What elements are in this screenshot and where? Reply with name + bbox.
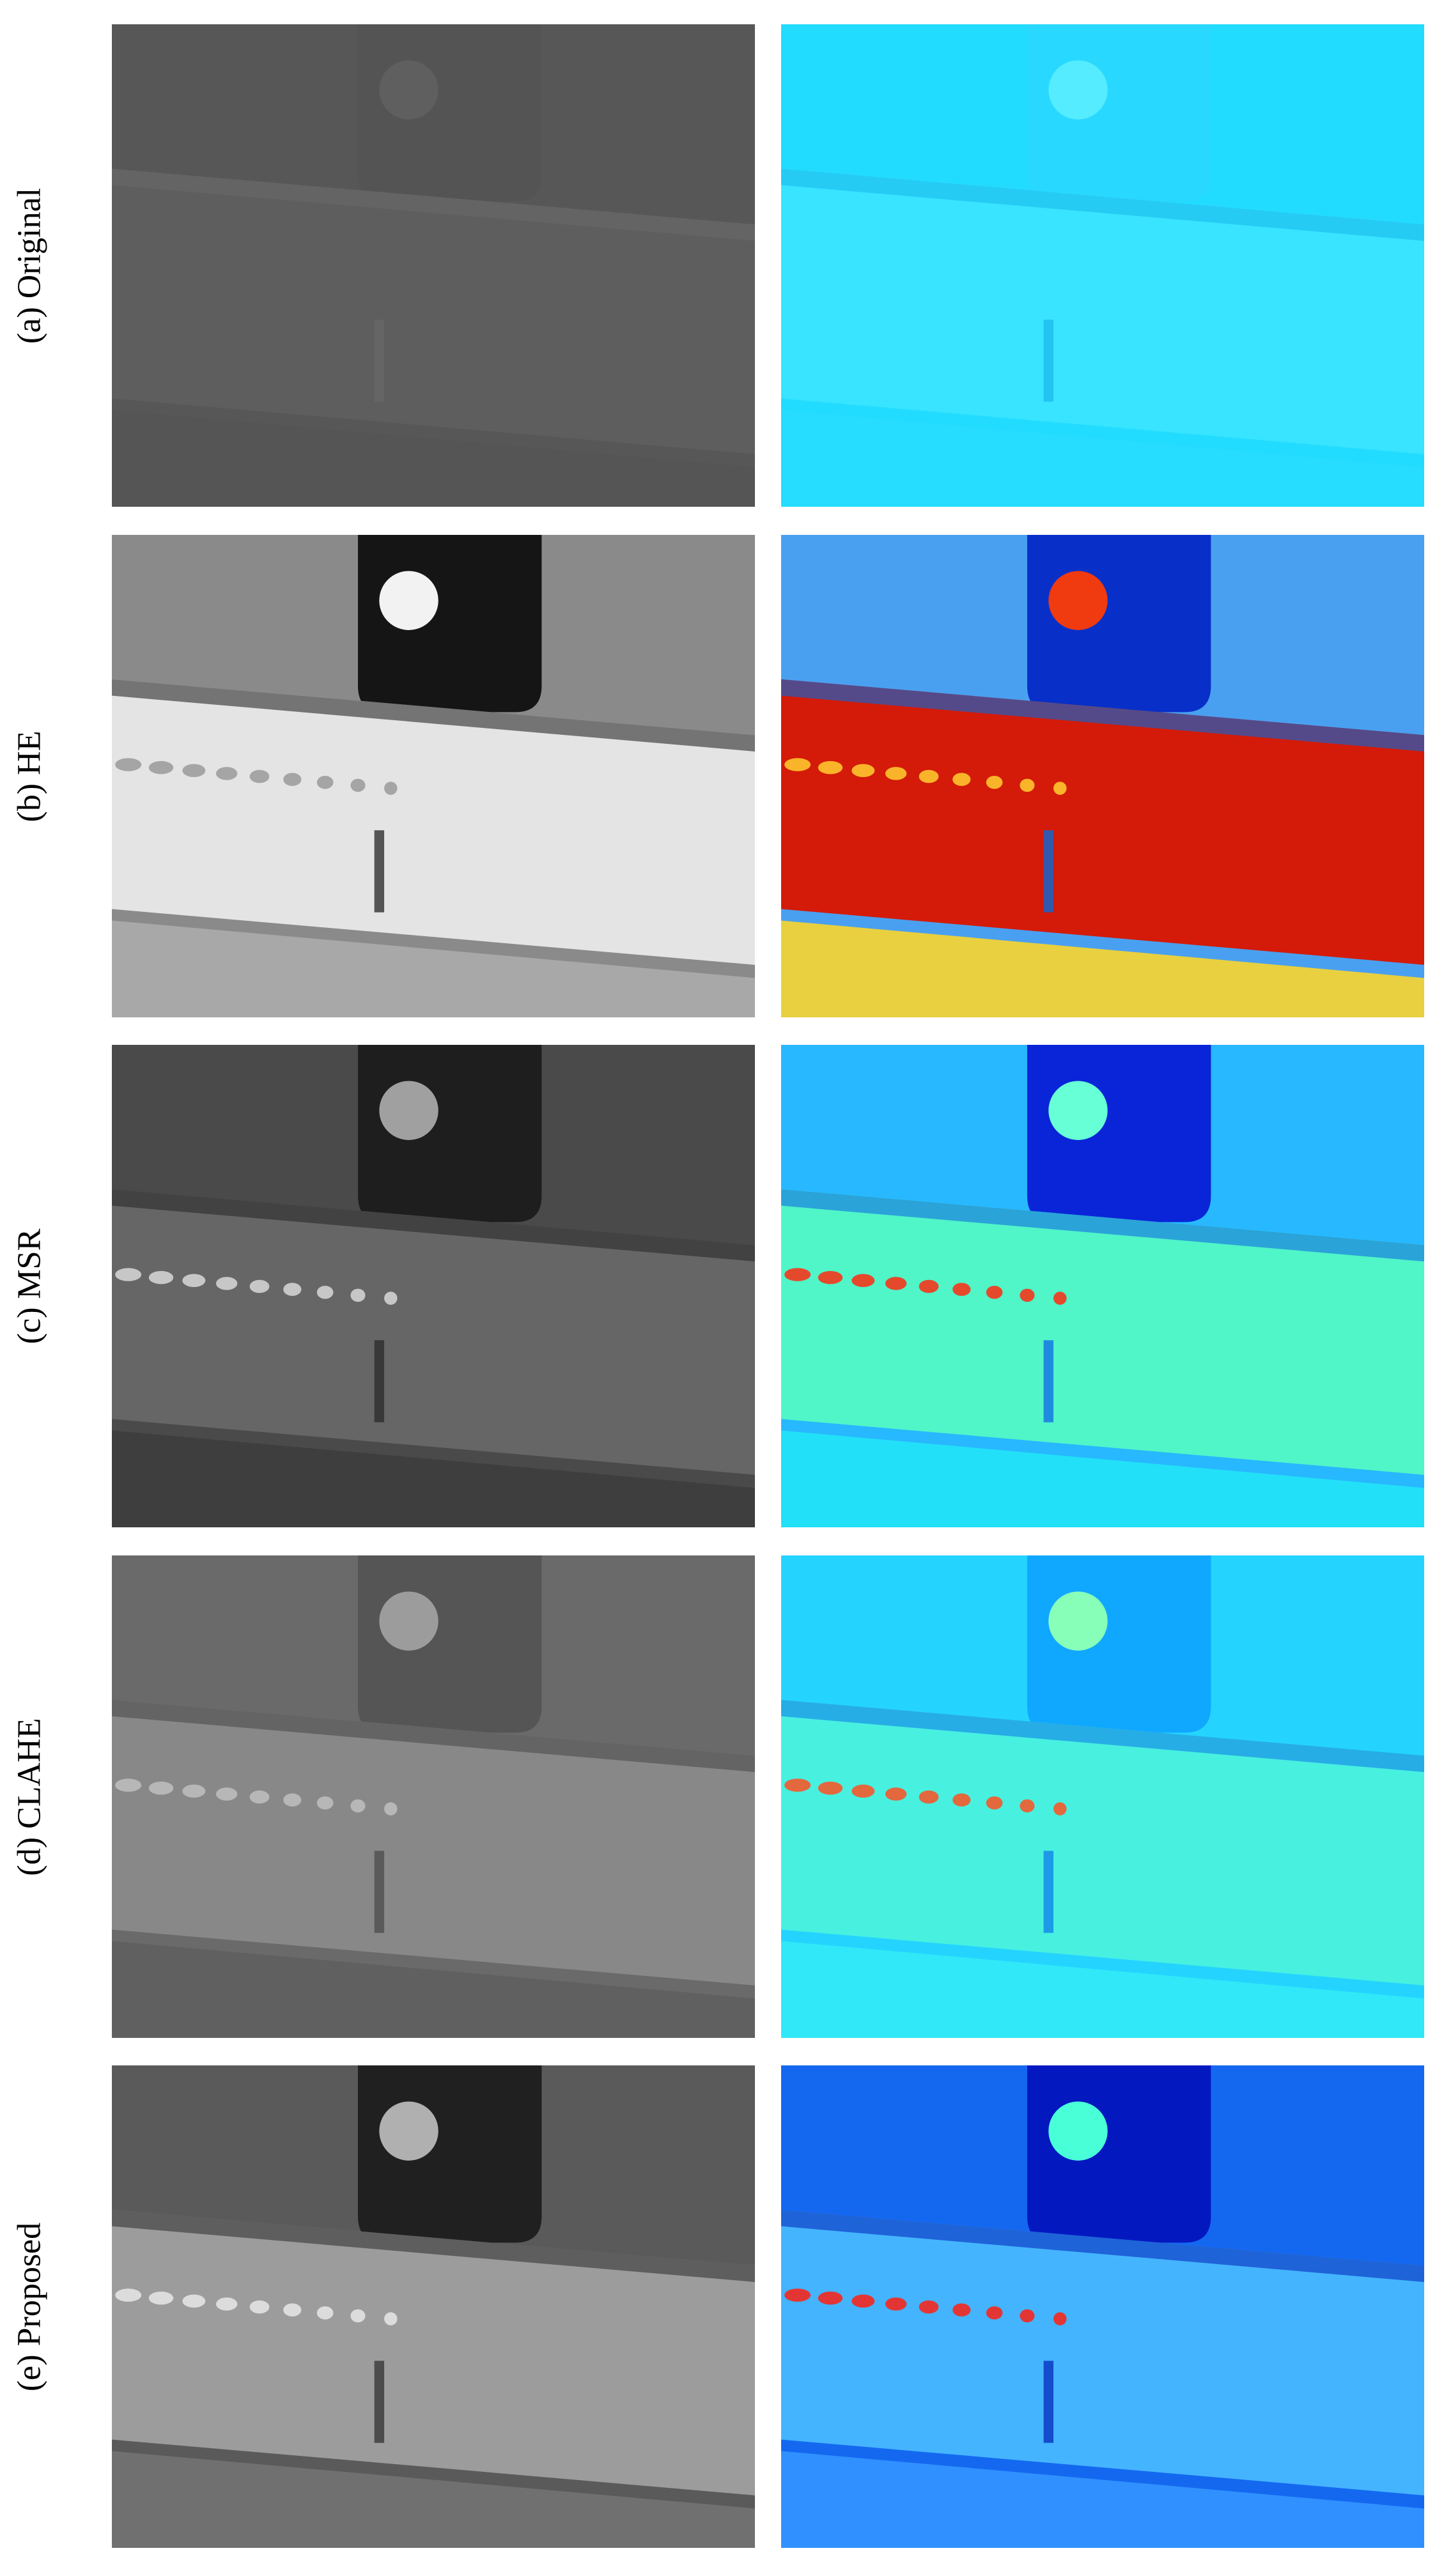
pseudocolor-image	[781, 535, 1424, 1017]
row-label: (a) Original	[11, 187, 48, 344]
row-label-box: (a) Original	[0, 24, 59, 507]
grayscale-image	[112, 24, 755, 507]
pseudocolor-image	[781, 1045, 1424, 1527]
grayscale-image	[112, 1045, 755, 1527]
grayscale-image	[112, 535, 755, 1017]
grayscale-image	[112, 1555, 755, 2038]
row-label-box: (b) HE	[0, 535, 59, 1017]
row-label: (d) CLAHE	[11, 1718, 48, 1876]
row-label-box: (d) CLAHE	[0, 1555, 59, 2038]
row-label: (b) HE	[11, 730, 48, 822]
row-label-box: (e) Proposed	[0, 2065, 59, 2548]
pseudocolor-image	[781, 24, 1424, 507]
pseudocolor-image	[781, 1555, 1424, 2038]
pseudocolor-image	[781, 2065, 1424, 2548]
row-label: (e) Proposed	[11, 2222, 48, 2391]
row-label: (c) MSR	[11, 1228, 48, 1344]
row-label-box: (c) MSR	[0, 1045, 59, 1527]
grayscale-image	[112, 2065, 755, 2548]
